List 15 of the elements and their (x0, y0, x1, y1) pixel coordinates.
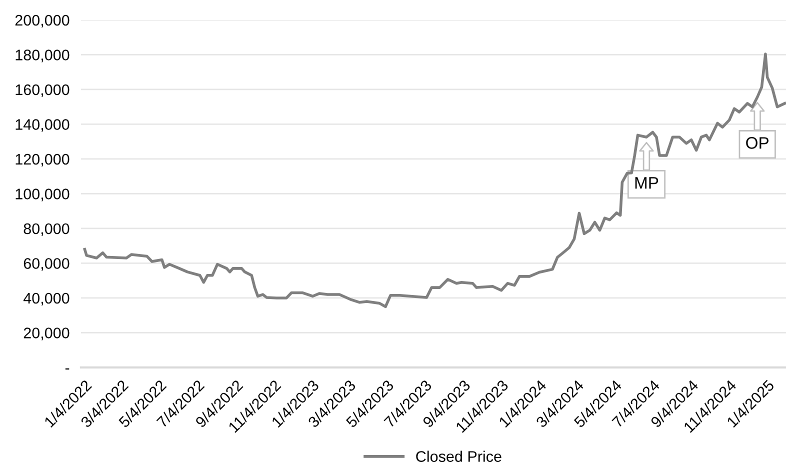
legend-label: Closed Price (416, 450, 502, 462)
y-tick-label: 120,000 (16, 154, 70, 166)
annotation: OP (746, 137, 769, 149)
y-tick-label: 80,000 (24, 223, 70, 236)
y-tick-label: 100,000 (16, 188, 70, 202)
annotation: MP (635, 177, 658, 189)
y-tick-label: 40,000 (23, 292, 70, 306)
y-tick-label: 140,000 (16, 119, 70, 132)
y-tick-label: 60,000 (24, 258, 70, 271)
y-tick-label: 200,000 (15, 14, 70, 28)
y-tick-label: - (65, 368, 70, 370)
y-tick-label: 160,000 (16, 84, 70, 97)
y-tick-label: 180,000 (16, 50, 70, 62)
line-series (83, 52, 786, 308)
y-tick-label: 20,000 (24, 328, 70, 340)
